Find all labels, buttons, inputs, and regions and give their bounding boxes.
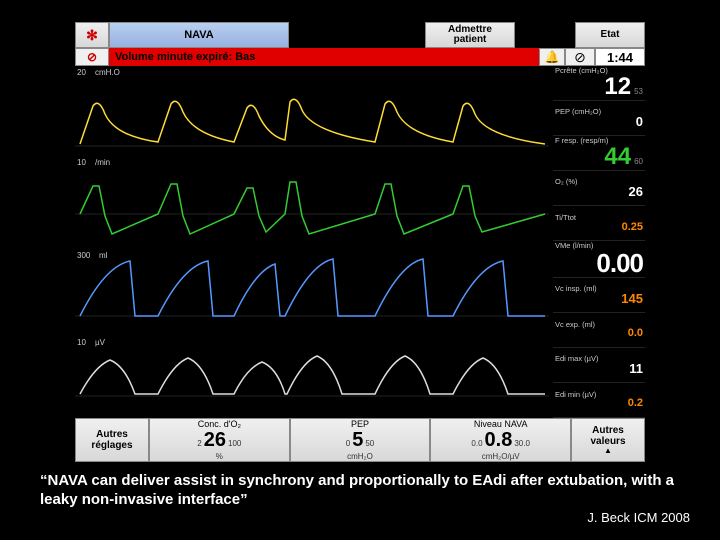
wave4-scale: 10 (77, 338, 86, 347)
triangle-icon: ▲ (604, 447, 612, 456)
param-limit: 60 (634, 157, 643, 166)
setting-unit: cmH₂O (295, 452, 426, 461)
edi-waveform (80, 356, 545, 394)
other-values-button[interactable]: Autres valeurs ▲ (571, 418, 645, 462)
waveform-svg (75, 66, 549, 418)
setting-unit: % (154, 452, 285, 461)
param-value: 0.2 (628, 398, 643, 409)
param-value: 0 (636, 115, 643, 128)
param-limit: 53 (634, 87, 643, 96)
setting-niveau-nava[interactable]: Niveau NAVA 0.00.830.0 cmH₂O/µV (430, 418, 571, 462)
setting-min: 0.0 (471, 439, 482, 448)
autres-reg-l1: Autres (96, 429, 128, 440)
logo-icon: ✻ (75, 22, 109, 48)
param-value: 44 (604, 145, 631, 169)
setting-max: 30.0 (514, 439, 530, 448)
admit-line2: patient (448, 35, 492, 46)
alarm-bar: ⊘ Volume minute expiré: Bas 🔔 ⊘ 1:44 (75, 48, 645, 66)
param-value: 0.00 (596, 250, 643, 276)
param-vc-insp-ml-: Vc insp. (ml)145 (553, 278, 645, 313)
param-value: 0.0 (628, 328, 643, 339)
autres-val-l1: Autres (592, 425, 624, 436)
bottom-bar: Autres réglages Conc. d'O₂ 226100% PEP 0550… (75, 418, 645, 462)
main-area: 20 cmH.O 10 /min 300 ml 10 µV Pcrête (cm… (75, 66, 645, 418)
setting-value: 0.8 (485, 429, 513, 452)
alarm-countdown: 1:44 (595, 48, 645, 66)
param-value: 12 (604, 75, 631, 99)
param-ti-ttot: Ti/Ttot0.25 (553, 206, 645, 241)
wave1-scale: 20 (77, 68, 86, 77)
setting-value: 26 (204, 429, 226, 452)
citation-text: J. Beck ICM 2008 (587, 510, 690, 525)
param-pep-cmh-o-: PEP (cmH₂O)0 (553, 101, 645, 136)
flow-waveform (80, 182, 545, 234)
setting-label: PEP (351, 419, 369, 429)
autres-val-l2: valeurs (590, 436, 625, 447)
setting-conc-d-o-[interactable]: Conc. d'O₂ 226100% (149, 418, 290, 462)
autres-reg-l2: réglages (91, 440, 132, 451)
spacer (289, 22, 425, 48)
param-edi-max-v-: Edi max (µV)11 (553, 348, 645, 383)
param-edi-min-v-: Edi min (µV)0.2 (553, 383, 645, 418)
status-button[interactable]: Etat (575, 22, 645, 48)
setting-label: Conc. d'O₂ (198, 419, 241, 429)
param-o-: O₂ (%)26 (553, 171, 645, 206)
setting-max: 100 (228, 439, 241, 448)
wave1-unit: cmH.O (95, 68, 120, 77)
param-vme-l-min-: VMe (l/min)0.00 (553, 241, 645, 278)
waveform-area: 20 cmH.O 10 /min 300 ml 10 µV (75, 66, 553, 418)
etat-line1: Etat (601, 30, 620, 41)
mode-button[interactable]: NAVA (109, 22, 289, 48)
mute-icon[interactable]: ⊘ (565, 48, 595, 66)
setting-pep[interactable]: PEP 0550 cmH₂O (290, 418, 431, 462)
settings-row: Conc. d'O₂ 226100% PEP 0550 cmH₂O Niveau NAVA… (149, 418, 571, 462)
param-value: 26 (629, 185, 643, 198)
wave3-scale: 300 (77, 251, 90, 260)
wave2-scale: 10 (77, 158, 86, 167)
param-vc-exp-ml-: Vc exp. (ml)0.0 (553, 313, 645, 348)
param-label: PEP (cmH₂O) (555, 108, 643, 116)
bell-icon[interactable]: 🔔 (539, 48, 565, 66)
setting-min: 0 (346, 439, 350, 448)
other-settings-button[interactable]: Autres réglages (75, 418, 149, 462)
param-value: 0.25 (622, 222, 643, 233)
param-value: 145 (621, 292, 643, 305)
setting-label: Niveau NAVA (474, 419, 528, 429)
alarm-message: Volume minute expiré: Bas (109, 48, 539, 66)
volume-waveform (80, 259, 545, 316)
pressure-waveform (80, 99, 545, 144)
setting-min: 2 (197, 439, 201, 448)
ventilator-monitor: ✻ NAVA Admettre patient Etat ⊘ Volume mi… (75, 22, 645, 462)
top-bar: ✻ NAVA Admettre patient Etat (75, 22, 645, 48)
parameters-column: Pcrête (cmH₂O)1253PEP (cmH₂O)0F resp. (r… (553, 66, 645, 418)
param-f-resp-resp-m-: F resp. (resp/m)4460 (553, 136, 645, 171)
setting-value: 5 (352, 429, 363, 452)
spacer (515, 22, 575, 48)
wave2-unit: /min (95, 158, 110, 167)
wave3-unit: ml (99, 251, 107, 260)
param-value: 11 (629, 362, 643, 375)
param-pcr-te-cmh-o-: Pcrête (cmH₂O)1253 (553, 66, 645, 101)
wave4-unit: µV (95, 338, 105, 347)
caption-text: “NAVA can deliver assist in synchrony an… (40, 472, 680, 510)
alarm-pause-icon: ⊘ (75, 48, 109, 66)
admit-patient-button[interactable]: Admettre patient (425, 22, 515, 48)
setting-max: 50 (365, 439, 374, 448)
setting-unit: cmH₂O/µV (435, 452, 566, 461)
